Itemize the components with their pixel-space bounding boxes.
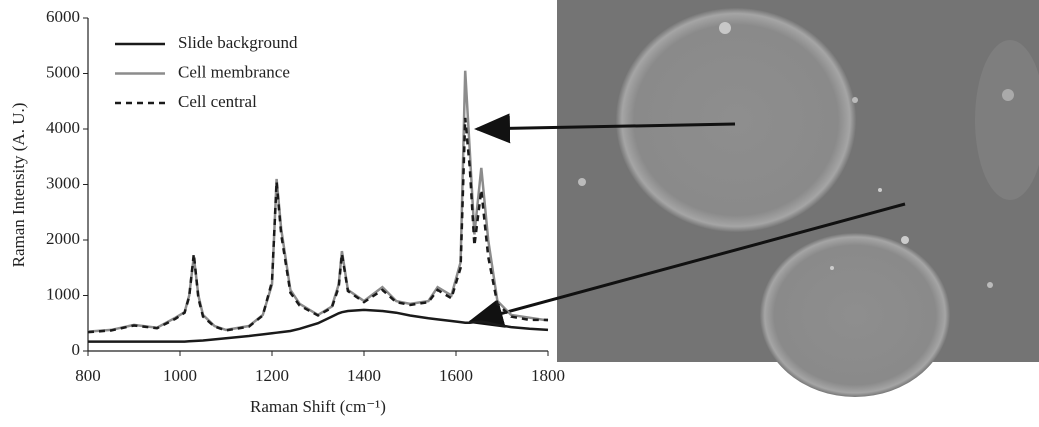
x-tick-label: 1000	[163, 366, 197, 385]
x-tick-label: 1600	[439, 366, 473, 385]
y-tick-label: 3000	[46, 173, 80, 192]
legend-label: Cell membrance	[178, 62, 290, 81]
x-axis-label: Raman Shift (cm⁻¹)	[250, 397, 386, 416]
series-line	[87, 70, 549, 333]
micrograph	[557, 0, 1039, 397]
x-tick-label: 800	[75, 366, 101, 385]
arrow	[467, 202, 906, 328]
series-line	[87, 117, 548, 334]
y-tick-label: 4000	[46, 118, 80, 137]
arrow	[474, 113, 736, 144]
y-tick-label: 5000	[46, 62, 80, 81]
y-tick-label: 1000	[46, 284, 80, 303]
x-tick-label: 1200	[255, 366, 289, 385]
legend-label: Cell central	[178, 92, 257, 111]
legend-label: Slide background	[178, 33, 298, 52]
y-tick-label: 2000	[46, 229, 80, 248]
series-line	[88, 308, 549, 343]
y-tick-label: 0	[72, 340, 81, 359]
y-tick-label: 6000	[46, 7, 80, 26]
x-tick-label: 1800	[531, 366, 565, 385]
x-tick-label: 1400	[347, 366, 381, 385]
y-axis-label: Raman Intensity (A. U.)	[9, 103, 28, 268]
